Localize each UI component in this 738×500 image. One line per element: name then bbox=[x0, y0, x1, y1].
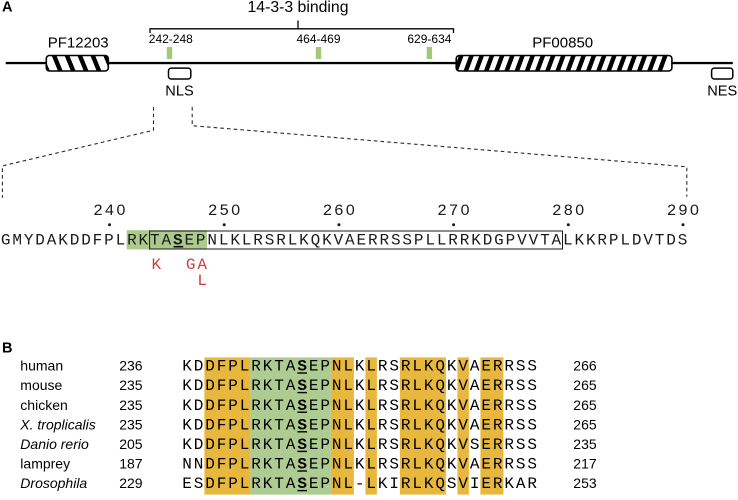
svg-text:265: 265 bbox=[573, 377, 597, 393]
svg-text:A: A bbox=[2, 0, 13, 16]
svg-text:229: 229 bbox=[119, 475, 143, 491]
svg-text:235: 235 bbox=[119, 377, 143, 393]
svg-text:629-634: 629-634 bbox=[407, 32, 451, 46]
svg-text:GMYDAKDDFPLRKTASEPNLKLRSRLKQKV: GMYDAKDDFPLRKTASEPNLKLRSRLKQKVAERRSSPLLR… bbox=[1, 232, 689, 250]
svg-text:lamprey: lamprey bbox=[20, 456, 70, 472]
svg-text:235: 235 bbox=[119, 397, 143, 413]
svg-text:chicken: chicken bbox=[20, 397, 67, 413]
svg-text:270: 270 bbox=[437, 202, 471, 220]
svg-text:464-469: 464-469 bbox=[296, 32, 340, 46]
svg-text:X. troplicalis: X. troplicalis bbox=[19, 416, 95, 432]
svg-text:Danio rerio: Danio rerio bbox=[20, 436, 89, 452]
svg-text:KDDFPLRKTASEPNLKLRSRLKQKVAERRS: KDDFPLRKTASEPNLKLRSRLKQKVAERRSS bbox=[182, 377, 539, 395]
svg-text:NES: NES bbox=[707, 84, 737, 100]
svg-text:236: 236 bbox=[119, 358, 143, 374]
svg-text:Drosophila: Drosophila bbox=[20, 475, 87, 491]
svg-text:mouse: mouse bbox=[20, 377, 62, 393]
svg-text:260: 260 bbox=[323, 202, 357, 220]
svg-text:L: L bbox=[197, 272, 207, 290]
svg-text:250: 250 bbox=[208, 202, 242, 220]
svg-text:240: 240 bbox=[93, 202, 127, 220]
svg-text:ESDFPLRKTASEPNL-LKIRLKQSVIERKA: ESDFPLRKTASEPNL-LKIRLKQSVIERKAR bbox=[182, 475, 539, 493]
svg-text:205: 205 bbox=[119, 436, 143, 452]
svg-text:266: 266 bbox=[573, 358, 597, 374]
svg-text:PF12203: PF12203 bbox=[48, 34, 109, 51]
svg-text:242-248: 242-248 bbox=[149, 32, 193, 46]
svg-text:280: 280 bbox=[552, 202, 586, 220]
svg-text:253: 253 bbox=[573, 475, 597, 491]
svg-text:14-3-3 binding: 14-3-3 binding bbox=[248, 0, 349, 16]
svg-text:K: K bbox=[151, 256, 161, 274]
svg-text:KDDFPLRKTASEPNLKLRSRLKQKVAERRS: KDDFPLRKTASEPNLKLRSRLKQKVAERRSS bbox=[182, 416, 539, 434]
svg-text:NLS: NLS bbox=[165, 83, 194, 99]
svg-text:235: 235 bbox=[573, 436, 597, 452]
svg-text:A: A bbox=[197, 256, 207, 274]
svg-text:187: 187 bbox=[119, 456, 143, 472]
svg-text:290: 290 bbox=[667, 202, 701, 220]
svg-text:KDDFPLRKTASEPNLKLRSRLKQKVAERRS: KDDFPLRKTASEPNLKLRSRLKQKVAERRSS bbox=[182, 397, 539, 415]
svg-text:G: G bbox=[186, 256, 196, 274]
svg-text:KDDFPLRKTASEPNLKLRSRLKQKVSERRS: KDDFPLRKTASEPNLKLRSRLKQKVSERRSS bbox=[182, 436, 539, 454]
svg-text:human: human bbox=[20, 358, 63, 374]
svg-text:NNDFPLRKTASEPNLKLRSRLKQKVAERRS: NNDFPLRKTASEPNLKLRSRLKQKVAERRSS bbox=[182, 456, 539, 474]
svg-text:KDDFPLRKTASEPNLKLRSRLKQKVAERRS: KDDFPLRKTASEPNLKLRSRLKQKVAERRSS bbox=[182, 358, 539, 376]
svg-text:B: B bbox=[2, 340, 12, 356]
svg-text:PF00850: PF00850 bbox=[532, 34, 593, 51]
svg-text:235: 235 bbox=[119, 416, 143, 432]
svg-text:265: 265 bbox=[573, 397, 597, 413]
svg-text:217: 217 bbox=[573, 456, 597, 472]
svg-text:265: 265 bbox=[573, 416, 597, 432]
